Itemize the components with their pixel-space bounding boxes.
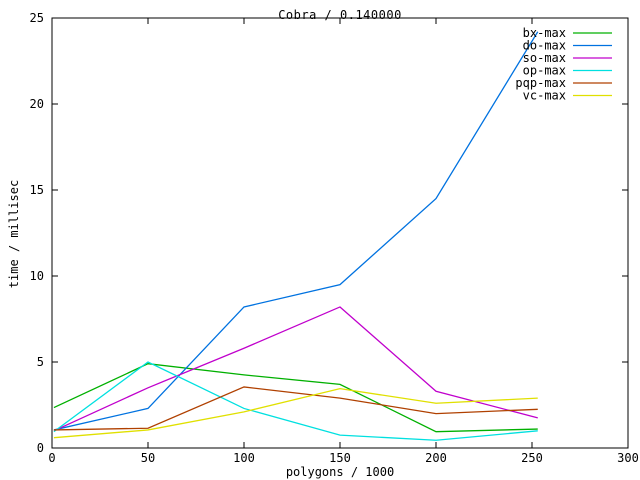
y-tick-label: 5 (37, 355, 44, 369)
x-tick-label: 300 (617, 451, 639, 465)
legend-label-vc-max: vc-max (523, 89, 566, 103)
series-line-so-max (53, 306, 538, 432)
y-tick-label: 25 (30, 11, 44, 25)
legend-label-pqp-max: pqp-max (515, 76, 566, 90)
series-line-op-max (53, 361, 538, 441)
legend-label-do-max: do-max (523, 39, 566, 53)
series-line-do-max (53, 31, 539, 431)
y-tick-label: 10 (30, 269, 44, 283)
x-tick-label: 200 (425, 451, 447, 465)
legend-label-bx-max: bx-max (523, 26, 566, 40)
series-line-bx-max (53, 363, 538, 433)
legend-label-op-max: op-max (523, 64, 566, 78)
series-line-pqp-max (53, 386, 538, 431)
y-tick-label: 15 (30, 183, 44, 197)
x-tick-label: 150 (329, 451, 351, 465)
x-axis-label: polygons / 1000 (285, 465, 395, 479)
y-tick-label: 20 (30, 97, 44, 111)
legend-label-so-max: so-max (523, 51, 566, 65)
x-tick-label: 0 (48, 451, 55, 465)
x-tick-label: 250 (521, 451, 543, 465)
x-tick-label: 50 (141, 451, 155, 465)
series-line-vc-max (53, 387, 538, 439)
x-tick-label: 100 (233, 451, 255, 465)
y-tick-label: 0 (37, 441, 44, 455)
